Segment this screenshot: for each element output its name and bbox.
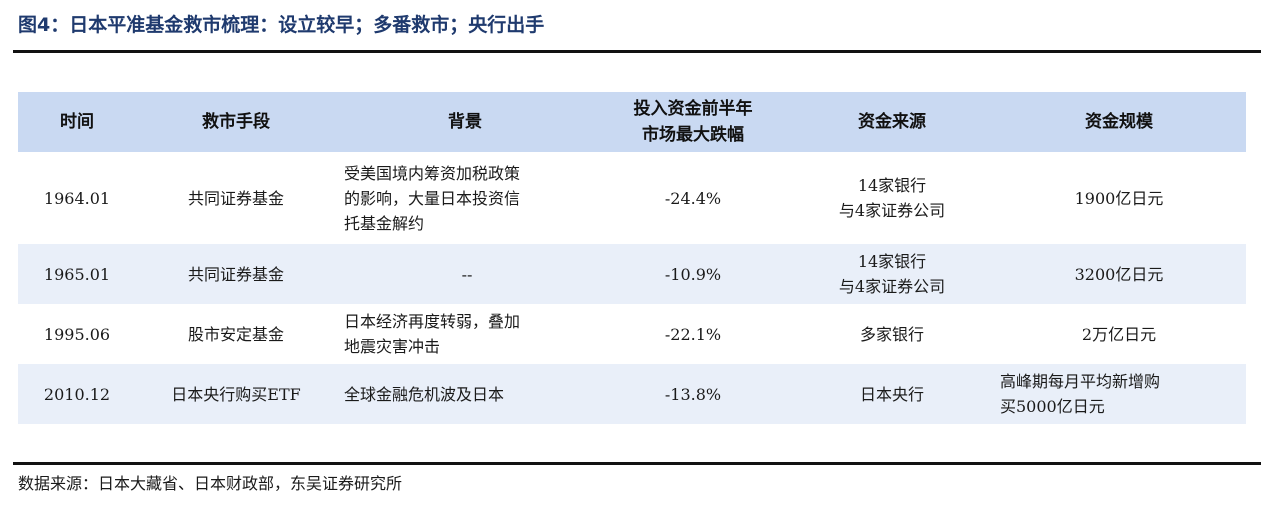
cell-max-drop: -24.4% — [664, 188, 722, 208]
top-rule — [13, 50, 1261, 53]
cell-fund-source: 14家银行 与4家证券公司 — [792, 244, 992, 304]
cell-fund-scale: 1900亿日元 — [992, 152, 1246, 244]
cell-background-line: 全球金融危机波及日本 — [344, 384, 505, 404]
cell-fund-source: 日本央行 — [792, 364, 992, 424]
header-fund-scale: 资金规模 — [992, 92, 1246, 152]
cell-background-line: 受美国境内筹资加税政策 — [344, 163, 521, 183]
header-max-drop: 投入资金前半年 市场最大跌幅 — [594, 92, 792, 152]
cell-background: -- — [336, 244, 594, 304]
cell-background: 受美国境内筹资加税政策 的影响，大量日本投资信 托基金解约 — [336, 152, 594, 244]
cell-background-line: 日本经济再度转弱，叠加 — [344, 312, 521, 331]
cell-time: 1965.01 — [18, 244, 136, 304]
cell-fund-scale-line: 1900亿日元 — [1074, 188, 1164, 208]
cell-fund-source: 14家银行 与4家证券公司 — [792, 152, 992, 244]
header-time: 时间 — [18, 92, 136, 152]
cell-fund-scale-line: 2万亿日元 — [1081, 324, 1157, 344]
cell-fund-source-line: 14家银行 — [857, 176, 927, 195]
cell-max-drop: -13.8% — [594, 364, 792, 424]
cell-time: 2010.12 — [18, 364, 136, 424]
header-background: 背景 — [336, 92, 594, 152]
cell-fund-source-line: 与4家证券公司 — [838, 201, 946, 220]
cell-background-line: 地震灾害冲击 — [344, 337, 441, 356]
table-row: 2010.12 日本央行购买ETF 全球金融危机波及日本 -13.8% 日本央行… — [18, 364, 1246, 424]
cell-time: 1964.01 — [43, 188, 111, 208]
cell-fund-scale-line: 高峰期每月平均新增购 — [1000, 372, 1161, 391]
header-max-drop-line2: 市场最大跌幅 — [642, 125, 744, 145]
source-note: 数据来源：日本大藏省、日本财政部，东吴证券研究所 — [18, 474, 403, 493]
cell-fund-source-line: 多家银行 — [859, 324, 924, 344]
cell-method: 日本央行购买ETF — [136, 364, 336, 424]
figure-title: 图4：日本平准基金救市梳理：设立较早；多番救市；央行出手 — [18, 14, 545, 36]
cell-fund-source-line: 与4家证券公司 — [838, 277, 946, 296]
cell-fund-scale-line: 买5000亿日元 — [1000, 397, 1105, 416]
table-row: 1965.01 共同证券基金 -- -10.9% 14家银行 与4家证券公司 3… — [18, 244, 1246, 304]
table-row: 1995.06 股市安定基金 日本经济再度转弱，叠加 地震灾害冲击 -22.1%… — [18, 304, 1246, 364]
cell-fund-scale: 高峰期每月平均新增购 买5000亿日元 — [992, 364, 1246, 424]
cell-background-line: 的影响，大量日本投资信 — [344, 188, 521, 208]
header-fund-source: 资金来源 — [792, 92, 992, 152]
header-max-drop-line1: 投入资金前半年 — [633, 99, 753, 119]
rescue-table: 时间 救市手段 背景 投入资金前半年 市场最大跌幅 资金来源 资金规模 1964… — [18, 92, 1246, 424]
cell-background-line: -- — [461, 264, 473, 284]
table-header-row: 时间 救市手段 背景 投入资金前半年 市场最大跌幅 资金来源 资金规模 — [18, 92, 1246, 152]
cell-fund-source-line: 14家银行 — [857, 252, 927, 271]
bottom-rule — [13, 462, 1261, 465]
cell-background: 全球金融危机波及日本 — [336, 364, 594, 424]
cell-max-drop: -22.1% — [664, 324, 722, 344]
cell-fund-scale-line: 3200亿日元 — [1074, 264, 1164, 284]
cell-method: 共同证券基金 — [187, 188, 284, 208]
cell-fund-source: 多家银行 — [792, 304, 992, 364]
table-row: 1964.01 共同证券基金 受美国境内筹资加税政策 的影响，大量日本投资信 托… — [18, 152, 1246, 244]
cell-fund-source-line: 日本央行 — [859, 384, 924, 404]
cell-background: 日本经济再度转弱，叠加 地震灾害冲击 — [336, 304, 594, 364]
cell-fund-scale: 2万亿日元 — [992, 304, 1246, 364]
header-method: 救市手段 — [136, 92, 336, 152]
cell-fund-scale: 3200亿日元 — [992, 244, 1246, 304]
cell-time: 1995.06 — [43, 324, 111, 344]
cell-max-drop: -10.9% — [594, 244, 792, 304]
cell-method: 共同证券基金 — [136, 244, 336, 304]
cell-background-line: 托基金解约 — [344, 213, 425, 233]
cell-method: 股市安定基金 — [187, 324, 284, 344]
